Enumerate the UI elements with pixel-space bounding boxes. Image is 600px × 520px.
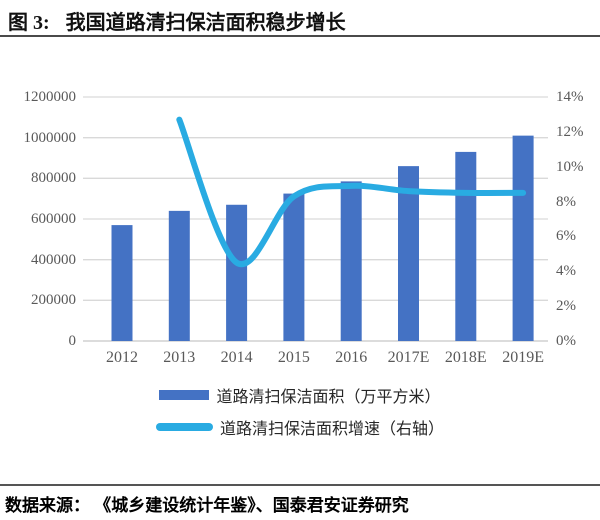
bar-2019E <box>512 135 534 341</box>
growth-line <box>176 116 527 268</box>
right-axis-tick-label: 12% <box>556 123 584 140</box>
legend-item-area: 道路清扫保洁面积（万平方米） <box>159 383 441 407</box>
chart-legend: 道路清扫保洁面积（万平方米） 道路清扫保洁面积增速（右轴） <box>0 383 600 439</box>
left-axis-tick-label: 400000 <box>31 251 76 268</box>
title-underline <box>0 35 600 37</box>
bar-series-swatch <box>159 390 210 400</box>
left-axis-tick-label: 1200000 <box>23 89 77 105</box>
left-axis-tick-label: 200000 <box>31 292 76 309</box>
right-axis-tick-label: 2% <box>556 298 576 315</box>
x-axis-tick-label: 2012 <box>106 349 138 366</box>
bar-2012 <box>111 225 133 341</box>
right-axis-tick-label: 0% <box>556 333 576 349</box>
x-axis-tick-label: 2018E <box>444 349 487 366</box>
bar-2016 <box>340 181 362 341</box>
right-axis-tick-label: 8% <box>556 193 576 210</box>
left-axis-tick-label: 800000 <box>31 170 76 187</box>
source-divider <box>0 484 600 486</box>
line-series-swatch <box>155 423 213 431</box>
left-axis-tick-label: 0 <box>68 333 77 349</box>
right-axis-tick-label: 6% <box>556 228 576 245</box>
right-axis-tick-label: 4% <box>556 263 576 280</box>
bar-2015 <box>283 193 305 341</box>
bar-2018E <box>455 151 477 341</box>
figure-title: 我国道路清扫保洁面积稳步增长 <box>65 12 346 34</box>
bar-2017E <box>398 166 419 341</box>
x-axis-tick-label: 2014 <box>220 349 253 366</box>
x-axis-tick-label: 2019E <box>502 349 544 366</box>
legend-item-growth: 道路清扫保洁面积增速（右轴） <box>155 415 444 439</box>
right-axis-tick-label: 10% <box>556 158 584 175</box>
legend-growth-label: 道路清扫保洁面积增速（右轴） <box>219 421 444 438</box>
figure-number-label: 图 3: <box>8 12 50 34</box>
source-text: 数据来源： 《城乡建设统计年鉴》、国泰君安证券研究 <box>5 496 409 515</box>
x-axis-tick-label: 2017E <box>387 349 430 366</box>
x-axis-tick-label: 2013 <box>163 349 196 366</box>
bar-2014 <box>226 204 248 341</box>
left-axis-tick-label: 600000 <box>31 211 76 227</box>
bar-2013 <box>168 210 190 341</box>
legend-area-label: 道路清扫保洁面积（万平方米） <box>216 389 441 406</box>
right-axis-tick-label: 14% <box>556 89 584 105</box>
figure-header: 图 3: 我国道路清扫保洁面积稳步增长 <box>8 6 592 34</box>
x-axis-tick-label: 2016 <box>335 349 368 366</box>
left-axis-tick-label: 1000000 <box>23 129 77 146</box>
x-axis-tick-label: 2015 <box>277 349 310 366</box>
